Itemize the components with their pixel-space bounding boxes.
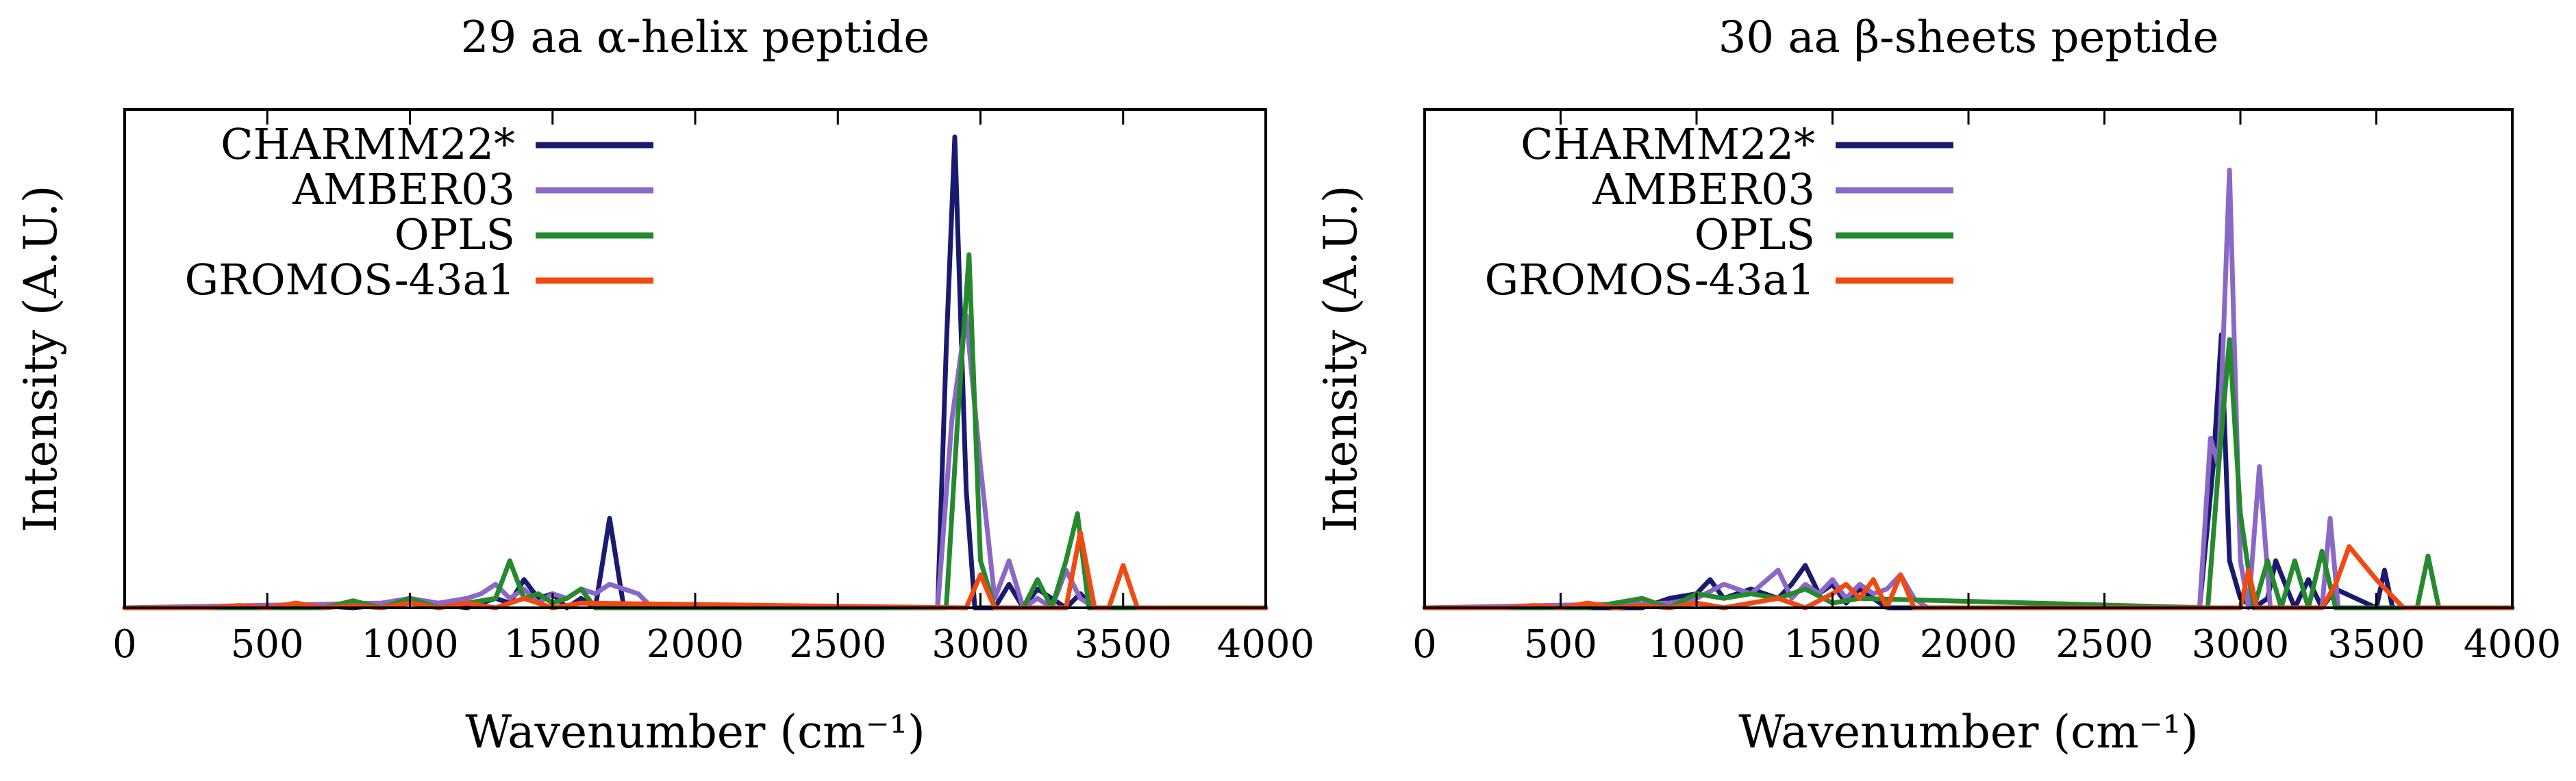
x-tick-label: 2500: [2055, 622, 2153, 667]
legend-label: GROMOS-43a1: [1485, 255, 1815, 305]
series-line-opls: [122, 252, 1268, 611]
x-tick-label: 1500: [1784, 622, 1881, 667]
x-axis-label: Wavenumber (cm⁻¹): [1738, 706, 2199, 758]
x-tick-label: 2000: [1920, 622, 2018, 667]
x-tick-label: 2000: [647, 622, 745, 667]
series-line-gromos-43a1: [1422, 544, 2515, 611]
alpha-helix-panel: 29 aa α-helix peptide 0 500 1000 1500 2000 250…: [14, 12, 1314, 758]
legend-label: AMBER03: [292, 164, 515, 214]
x-axis-label: Wavenumber (cm⁻¹): [465, 706, 925, 758]
y-axis-label: Intensity (A.U.): [1314, 185, 1367, 532]
legend-label: CHARMM22*: [221, 119, 515, 169]
x-tick-label: 4000: [2464, 622, 2562, 667]
x-tick-label: 500: [231, 622, 304, 667]
legend-label: AMBER03: [1592, 164, 1815, 214]
legend-label: OPLS: [395, 209, 515, 259]
x-tick-label: 3500: [2327, 622, 2425, 667]
x-tick-label: 0: [1412, 622, 1437, 667]
legend-label: OPLS: [1695, 209, 1815, 259]
chart-title: 30 aa β-sheets peptide: [1718, 12, 2219, 63]
legend-label: CHARMM22*: [1521, 119, 1815, 169]
series-line-charmm22-: [1422, 332, 2515, 611]
series-line-amber03: [1422, 167, 2515, 611]
x-tick-label: 3500: [1074, 622, 1172, 667]
plot-frame: [1423, 108, 2514, 609]
y-axis-label: Intensity (A.U.): [14, 185, 67, 532]
x-tick-label: 1000: [361, 622, 459, 667]
x-tick-label: 1500: [503, 622, 601, 667]
beta-sheets-panel: 30 aa β-sheets peptide 0 500 1000 1500 2000 25…: [1314, 12, 2561, 758]
chart-title: 29 aa α-helix peptide: [461, 12, 930, 63]
x-tick-label: 500: [1524, 622, 1597, 667]
x-tick-label: 0: [112, 622, 137, 667]
x-tick-label: 4000: [1217, 622, 1315, 667]
x-tick-label: 3000: [2192, 622, 2290, 667]
x-tick-label: 1000: [1648, 622, 1746, 667]
x-tick-label: 2500: [789, 622, 887, 667]
x-tick-label: 3000: [931, 622, 1029, 667]
series-line-opls: [1422, 337, 2515, 611]
legend-label: GROMOS-43a1: [185, 255, 515, 305]
series-line-amber03: [122, 313, 1268, 611]
